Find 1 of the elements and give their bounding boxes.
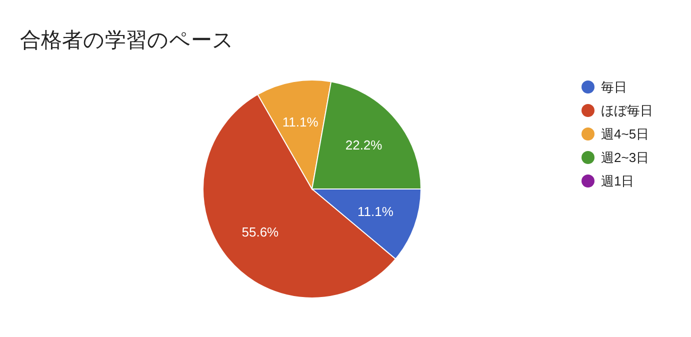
title: 合格者の学習のペース xyxy=(20,29,234,52)
